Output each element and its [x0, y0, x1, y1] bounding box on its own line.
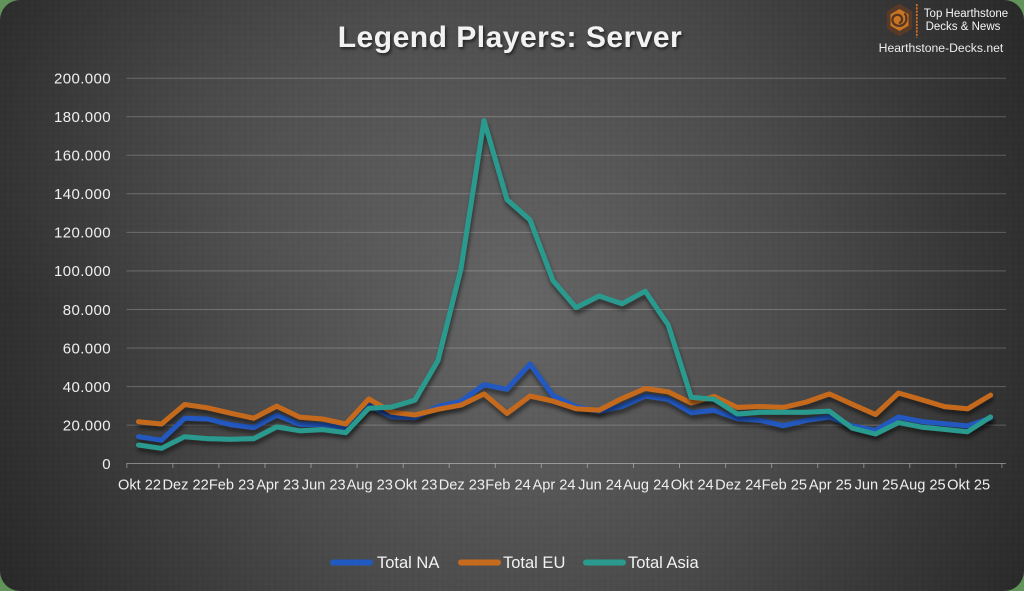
svg-text:80.000: 80.000 [63, 302, 111, 319]
svg-text:Okt 23: Okt 23 [394, 478, 437, 494]
svg-text:180.000: 180.000 [54, 109, 111, 126]
svg-text:Feb 23: Feb 23 [209, 478, 254, 494]
svg-text:Total EU: Total EU [503, 554, 565, 572]
svg-text:Dez 24: Dez 24 [715, 478, 761, 494]
svg-text:200.000: 200.000 [54, 71, 111, 88]
svg-text:Top Hearthstone: Top Hearthstone [924, 8, 1008, 20]
svg-text:Okt 24: Okt 24 [671, 478, 714, 494]
svg-text:Total Asia: Total Asia [628, 554, 699, 572]
svg-text:60.000: 60.000 [63, 340, 111, 357]
svg-text:Aug 25: Aug 25 [899, 478, 945, 494]
svg-text:Decks & News: Decks & News [926, 21, 1001, 33]
svg-text:Legend Players: Server: Legend Players: Server [338, 21, 683, 54]
svg-text:Dez 23: Dez 23 [439, 478, 485, 494]
svg-text:Apr 25: Apr 25 [809, 478, 852, 494]
svg-text:120.000: 120.000 [54, 225, 111, 242]
svg-text:Aug 23: Aug 23 [347, 478, 393, 494]
svg-text:20.000: 20.000 [63, 417, 111, 434]
svg-text:Feb 25: Feb 25 [762, 478, 807, 494]
svg-text:100.000: 100.000 [54, 263, 111, 280]
svg-text:Total NA: Total NA [377, 554, 439, 572]
svg-text:Jun 23: Jun 23 [302, 478, 346, 494]
svg-text:Dez 22: Dez 22 [162, 478, 208, 494]
svg-text:Jun 25: Jun 25 [855, 478, 899, 494]
svg-text:Feb 24: Feb 24 [485, 478, 530, 494]
svg-text:Jun 24: Jun 24 [578, 478, 622, 494]
svg-text:40.000: 40.000 [63, 379, 111, 396]
svg-text:Hearthstone-Decks.net: Hearthstone-Decks.net [879, 41, 1004, 55]
svg-text:Okt 25: Okt 25 [947, 478, 990, 494]
svg-text:0: 0 [102, 456, 111, 473]
svg-text:Aug 24: Aug 24 [623, 478, 669, 494]
svg-text:Apr 23: Apr 23 [256, 478, 299, 494]
svg-text:140.000: 140.000 [54, 186, 111, 203]
svg-text:Okt 22: Okt 22 [118, 478, 161, 494]
svg-text:160.000: 160.000 [54, 148, 111, 165]
svg-text:Apr 24: Apr 24 [533, 478, 576, 494]
